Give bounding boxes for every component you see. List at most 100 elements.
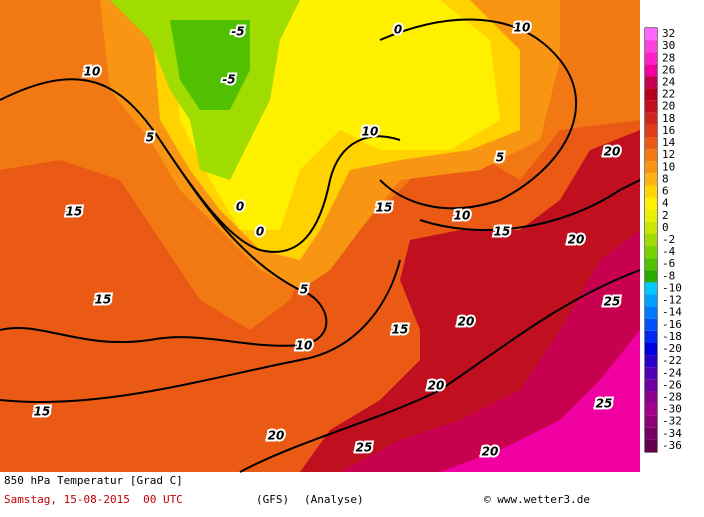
credit: © www.wetter3.de [484, 493, 590, 506]
contour-label: 10 [514, 21, 531, 35]
colorbar-label: -22 [662, 354, 682, 367]
colorbar-swatch [645, 330, 657, 343]
colorbar-swatch [645, 342, 657, 356]
colorbar-label: -18 [662, 330, 682, 343]
colorbar-swatch [645, 439, 657, 452]
colorbar-swatch [645, 28, 657, 41]
contour-label: 10 [362, 125, 379, 139]
colorbar-swatch [645, 233, 657, 247]
colorbar-label: -4 [662, 245, 676, 258]
colorbar-label: -20 [662, 342, 682, 355]
colorbar-swatch [645, 173, 657, 186]
colorbar-label: -30 [662, 403, 682, 416]
colorbar-swatch [645, 112, 657, 125]
colorbar-swatch [645, 294, 657, 307]
colorbar-swatch [645, 306, 657, 319]
colorbar-label: 20 [662, 100, 675, 113]
contour-label: 5 [146, 131, 154, 145]
colorbar-swatch [645, 415, 657, 428]
colorbar-label: 4 [662, 197, 669, 210]
colorbar-swatch [645, 318, 657, 331]
colorbar-swatch [645, 40, 657, 53]
colorbar-swatch [645, 355, 657, 368]
map [0, 0, 641, 473]
contour-label: 25 [604, 295, 621, 309]
colorbar-swatch [645, 246, 657, 259]
colorbar-swatch [645, 100, 657, 113]
colorbar-label: -34 [662, 427, 682, 440]
contour-label: 20 [482, 445, 499, 459]
colorbar-swatch [645, 403, 657, 416]
colorbar-label: 18 [662, 112, 675, 125]
colorbar-label: 22 [662, 88, 675, 101]
colorbar-label: 16 [662, 124, 675, 137]
colorbar-swatch [645, 88, 657, 101]
colorbar-label: -14 [662, 306, 682, 319]
colorbar-label: -28 [662, 390, 682, 403]
colorbar-swatch [645, 282, 657, 295]
colorbar-swatch [645, 149, 657, 162]
contour-label: 5 [300, 283, 308, 297]
colorbar-swatch [645, 197, 657, 210]
colorbar-swatch [645, 258, 657, 271]
contour-label: 15 [392, 323, 409, 337]
colorbar-swatch [645, 185, 657, 198]
contour-label: 20 [268, 429, 285, 443]
colorbar-label: -26 [662, 378, 682, 391]
contour-label: 0 [236, 200, 244, 214]
contour-label: 15 [66, 205, 83, 219]
colorbar-swatch [645, 64, 657, 77]
colorbar-label: 14 [662, 136, 676, 149]
colorbar-label: -24 [662, 366, 682, 379]
colorbar-label: -36 [662, 439, 682, 452]
colorbar-label: 32 [662, 27, 675, 40]
colorbar-label: 10 [662, 160, 675, 173]
region [440, 330, 640, 472]
contour-label: 0 [256, 225, 264, 239]
contour-label: 25 [356, 441, 373, 455]
colorbar-label: 28 [662, 51, 675, 64]
contour-label: 20 [568, 233, 585, 247]
region [170, 20, 250, 110]
colorbar-label: -8 [662, 269, 675, 282]
colorbar-swatch [645, 209, 657, 222]
region [340, 230, 640, 472]
colorbar-label: 8 [662, 172, 669, 185]
colorbar-swatch [645, 124, 657, 138]
colorbar-label: -10 [662, 281, 682, 294]
colorbar-swatch [645, 221, 657, 234]
colorbar-swatch [645, 161, 657, 174]
contour-label: 5 [496, 151, 504, 165]
contours [0, 18, 641, 473]
run-type: (Analyse) [304, 493, 364, 506]
contour-label: 0 [394, 23, 402, 37]
colorbar-label: 2 [662, 209, 669, 222]
map-date: Samstag, 15-08-2015 00 UTC [4, 493, 183, 506]
colorbar-swatch [645, 52, 657, 65]
colorbar-swatch [645, 391, 657, 404]
colorbar-label: 24 [662, 76, 676, 89]
contour-label: 10 [296, 339, 313, 353]
contour-label: 10 [84, 65, 101, 79]
colorbar-label: 0 [662, 221, 669, 234]
contour-label: 15 [376, 201, 393, 215]
contour-label: -5 [222, 73, 235, 87]
colorbar-label: -2 [662, 233, 675, 246]
colorbar-swatch [645, 270, 657, 283]
colorbar-label: -16 [662, 318, 682, 331]
colorbar-label: 26 [662, 63, 675, 76]
contour-label: 25 [596, 397, 613, 411]
colorbar-swatch [645, 76, 657, 89]
colorbar-swatch [645, 137, 657, 150]
colorbar-label: 12 [662, 148, 675, 161]
colorbar-label: -12 [662, 294, 682, 307]
contour-label: 20 [604, 145, 621, 159]
contour-label: 15 [95, 293, 112, 307]
colorbar-swatch [645, 379, 657, 392]
contour-label: 15 [34, 405, 51, 419]
contour-label: 15 [494, 225, 511, 239]
colorbar-label: -6 [662, 257, 675, 270]
colorbar-label: 30 [662, 39, 675, 52]
contour-label: 10 [454, 209, 471, 223]
